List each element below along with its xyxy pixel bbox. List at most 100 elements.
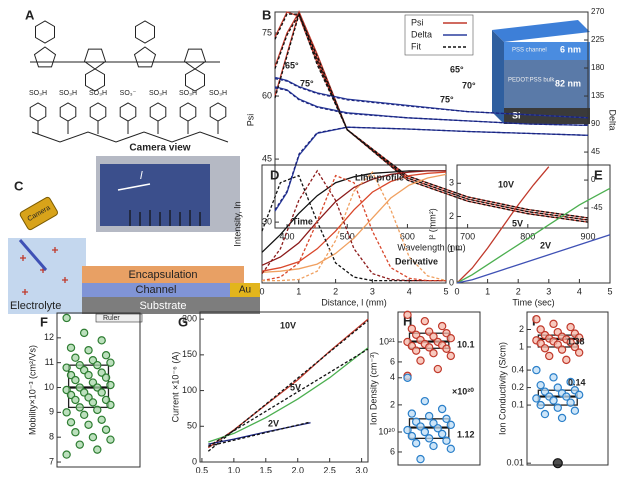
x-tick-label: 3 [546,286,551,296]
annotation: 10.1 [457,339,475,349]
point [84,420,93,429]
series-line [261,173,447,274]
series-line [207,318,369,449]
inset-stack [492,20,590,124]
point [532,315,541,324]
y2-tick-label: 225 [591,35,605,44]
y2-tick-label: 45 [591,147,600,156]
panel-label: E [594,167,603,182]
substituent: SO₃H [179,90,197,97]
layer-label: Encapsulation [128,269,197,281]
annotation: 1.12 [457,429,475,439]
x-tick-label: 1 [296,286,301,296]
plot-frame [397,311,481,466]
y-tick-label: 50 [187,421,197,431]
plot-frame [261,164,447,284]
series-line [274,12,589,223]
benzene [149,102,167,122]
electrolyte-label: Electrolyte [10,300,61,312]
annotation: Time [292,216,313,226]
y-axis-label: Intensity, In [232,201,242,246]
x-tick-label: 1 [485,286,490,296]
y-tick-label: 12 [44,332,54,342]
thickness: 6 nm [560,44,581,54]
y-tick-label: 11 [45,357,54,367]
legend-label: Delta [411,29,432,39]
x-tick-label: 0 [259,286,264,296]
point [562,392,571,401]
point [429,332,438,341]
chemical-structure [29,20,229,143]
point [101,373,111,382]
series-line [261,170,446,266]
panel-label: H [403,313,412,328]
y2-tick-label: 135 [591,91,605,100]
y-tick-label: 2 [390,399,395,409]
series-line [261,174,446,282]
series-line [274,87,589,126]
layer-label: Channel [136,284,177,296]
x-tick-label: 700 [460,231,475,241]
annotation: 10V [498,179,514,189]
annotation: 2V [540,240,551,250]
x-tick-label: 3.0 [355,465,368,473]
point [411,346,421,355]
y2-tick-label: -45 [591,203,603,212]
point [71,428,80,437]
annotation: 75° [440,94,454,104]
annotation: 0.14 [568,377,586,387]
y-tick-label: 0.4 [511,364,524,374]
plot-frame [274,11,589,229]
point [532,365,541,375]
ruler-ticks [129,210,201,226]
point [549,396,558,405]
thiophene [133,46,157,68]
y2-axis-label: Delta [608,109,618,130]
x-tick-label: 2 [516,286,521,296]
y-tick-label: 3 [449,178,454,188]
thiophene [33,46,57,68]
point [407,409,417,418]
x-tick-label: 1.5 [260,465,273,473]
x-axis-label: Wavelength (nm) [397,242,465,252]
x-tick-label: 900 [580,231,595,241]
annotation: 5V [512,218,523,228]
layer-channel [82,283,230,297]
inset-label: PSS channel [512,48,547,54]
plot-frame [526,311,609,466]
point [437,429,447,439]
point [71,395,80,405]
layer-au [230,283,260,297]
x-tick-label: 1.0 [228,465,241,473]
series-line [274,77,589,119]
camera-icon: Camera [19,196,58,231]
point [420,427,430,437]
point [446,334,456,343]
point [562,355,571,365]
annotation: 1.38 [567,336,585,346]
y-axis-label: Ion Density (cm⁻³) [368,352,378,425]
point [97,388,106,397]
dioxane [85,68,105,92]
point [545,351,554,361]
point [403,310,412,320]
point [71,353,80,362]
point [424,434,434,443]
y-axis-label: Ion Conductivity (S/cm) [497,342,507,435]
point [570,342,580,352]
point [446,351,456,361]
legend-label: Fit [411,41,421,51]
point [433,424,443,433]
series-line [261,170,446,253]
point [62,313,71,323]
point [549,373,558,382]
point [536,325,545,334]
layer-substrate [82,297,260,314]
point [540,409,550,419]
charges [20,247,68,295]
electrolyte [8,238,86,314]
point [557,413,567,423]
point [403,373,412,382]
y-tick-label: 0.1 [511,399,524,409]
